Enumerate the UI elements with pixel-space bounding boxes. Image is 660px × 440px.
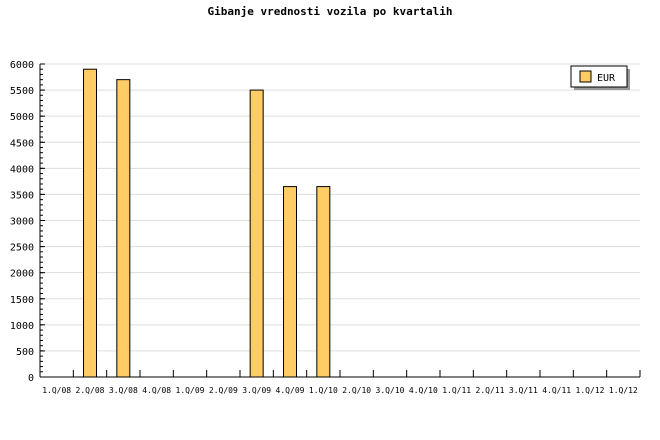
- chart-title: Gibanje vrednosti vozila po kvartalih: [207, 5, 452, 18]
- x-tick-label: 2.Q/11: [476, 386, 505, 395]
- y-tick-label: 4500: [10, 138, 34, 149]
- bar: [249, 89, 264, 378]
- bar: [83, 68, 97, 378]
- legend-label: EUR: [597, 73, 616, 84]
- y-tick-label: 3000: [10, 217, 34, 228]
- y-tick-label: 5000: [10, 112, 34, 123]
- y-tick-label: 1500: [10, 295, 34, 306]
- x-tick-label: 1.Q/12: [576, 386, 605, 395]
- x-tick-label: 4.Q/09: [276, 386, 305, 395]
- x-tick-label: 4.Q/08: [142, 386, 171, 395]
- x-tick-label: 1.Q/09: [176, 386, 205, 395]
- x-tick-label: 2.Q/08: [76, 386, 105, 395]
- y-tick-label: 2500: [10, 243, 34, 254]
- x-tick-label: 1.Q/12: [609, 386, 638, 395]
- y-tick-label: 5500: [10, 86, 34, 97]
- x-tick-label: 1.Q/08: [42, 386, 71, 395]
- y-tick-label: 2000: [10, 269, 34, 280]
- x-tick-label: 3.Q/10: [376, 386, 405, 395]
- x-tick-label: 3.Q/08: [109, 386, 138, 395]
- x-tick-label: 3.Q/09: [242, 386, 271, 395]
- legend-swatch: [579, 70, 592, 83]
- bar: [283, 186, 297, 378]
- y-tick-label: 3500: [10, 190, 34, 201]
- x-tick-label: 3.Q/11: [509, 386, 538, 395]
- x-tick-label: 4.Q/10: [409, 386, 438, 395]
- y-tick-label: 4000: [10, 164, 34, 175]
- legend: EUR: [570, 65, 630, 90]
- bar: [116, 79, 131, 378]
- x-tick-label: 1.Q/11: [442, 386, 471, 395]
- x-tick-label: 2.Q/10: [342, 386, 371, 395]
- y-tick-label: 1000: [10, 321, 34, 332]
- y-tick-label: 500: [16, 347, 34, 358]
- x-tick-label: 4.Q/11: [542, 386, 571, 395]
- y-tick-label: 0: [28, 373, 34, 384]
- x-tick-label: 2.Q/09: [209, 386, 238, 395]
- x-tick-label: 1.Q/10: [309, 386, 338, 395]
- bar: [316, 186, 331, 378]
- y-tick-label: 6000: [10, 60, 34, 71]
